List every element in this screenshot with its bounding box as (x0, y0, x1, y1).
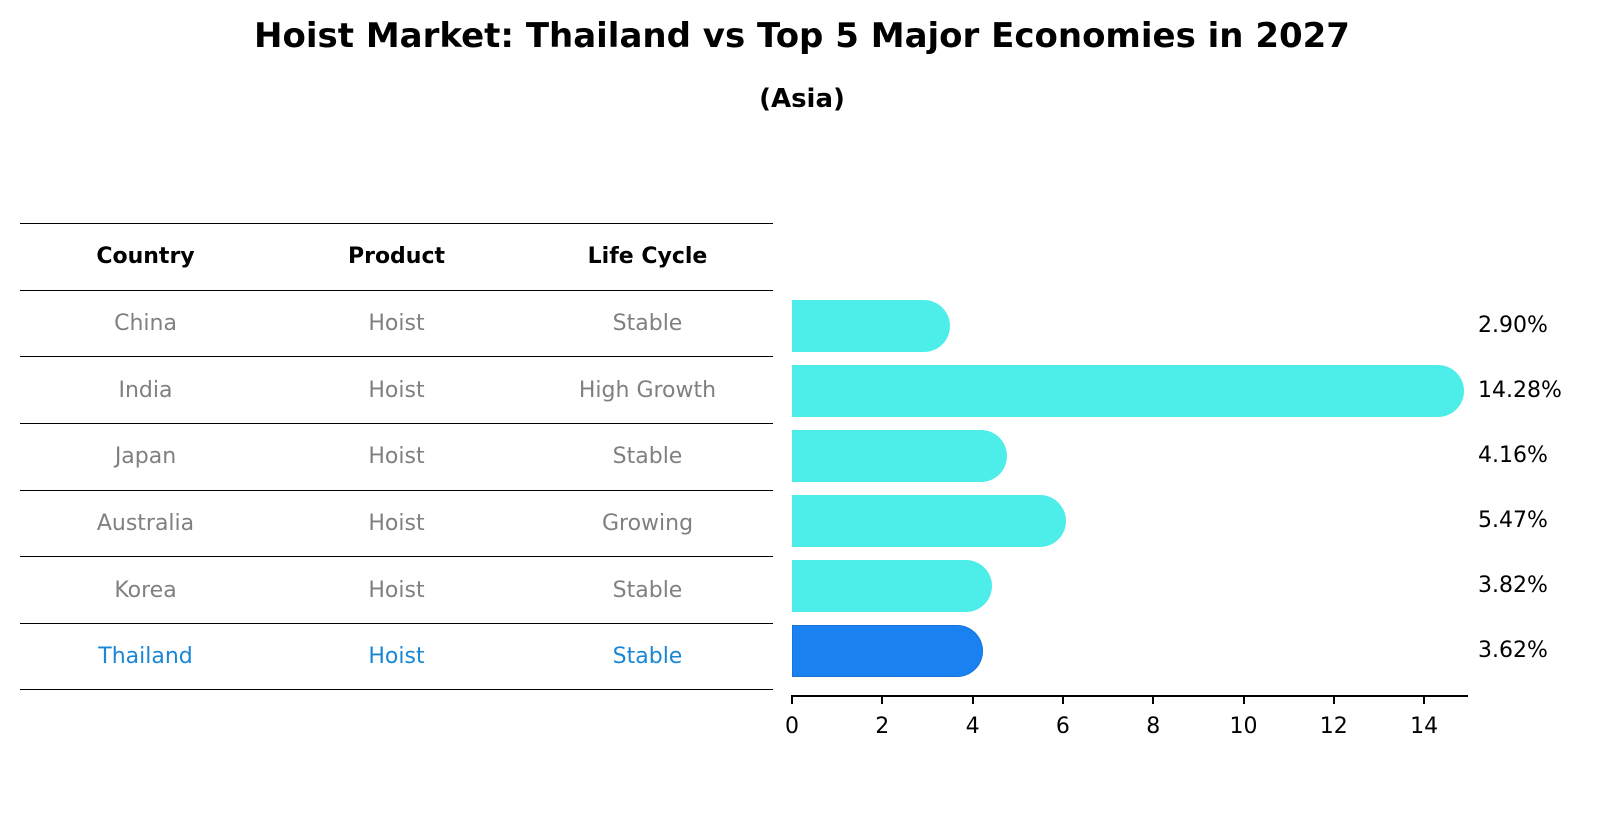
value-label: 5.47% (1478, 508, 1548, 533)
header-product: Product (347, 244, 446, 270)
header-life-cycle: Life Cycle (587, 244, 708, 270)
cell-life-cycle: Stable (612, 643, 683, 669)
x-tick (1152, 696, 1155, 704)
cell-product: Hoist (368, 511, 425, 537)
x-axis-line (791, 695, 1469, 697)
country-table: Country Product Life Cycle China Hoist S… (20, 223, 773, 690)
x-tick (971, 696, 974, 704)
table-row: China Hoist Stable (20, 289, 773, 357)
cell-country: Korea (114, 577, 177, 603)
cell-country: Thailand (98, 643, 193, 669)
x-tick (1061, 696, 1064, 704)
cell-product: Hoist (368, 643, 425, 669)
x-tick (1242, 696, 1245, 704)
value-label: 3.82% (1478, 573, 1548, 598)
cell-country: India (118, 377, 173, 403)
bar-korea (792, 560, 992, 612)
cell-life-cycle: Growing (601, 511, 694, 537)
x-tick (791, 696, 793, 704)
bar-china (792, 300, 951, 352)
x-tick (881, 696, 884, 704)
cell-life-cycle: High Growth (578, 377, 717, 403)
bar-japan (792, 430, 1007, 482)
value-label: 4.16% (1478, 443, 1548, 468)
value-label: 14.28% (1478, 378, 1562, 403)
table-header-row: Country Product Life Cycle (20, 223, 773, 290)
table-row: India Hoist High Growth (20, 356, 773, 423)
x-tick (1332, 696, 1335, 704)
x-tick-label: 4 (965, 714, 980, 739)
x-tick-label: 8 (1146, 714, 1161, 739)
x-tick-label: 0 (785, 714, 799, 739)
cell-product: Hoist (368, 377, 425, 403)
chart-subtitle: (Asia) (759, 84, 845, 114)
table-row-highlighted: Thailand Hoist Stable (20, 623, 773, 690)
cell-product: Hoist (368, 444, 425, 470)
bar-australia (792, 495, 1067, 547)
value-label: 3.62% (1478, 638, 1548, 663)
x-tick-label: 14 (1410, 714, 1439, 739)
cell-product: Hoist (368, 311, 425, 337)
x-tick-label: 12 (1319, 714, 1348, 739)
cell-country: Australia (96, 511, 195, 537)
table-row: Korea Hoist Stable (20, 556, 773, 623)
x-tick-label: 6 (1055, 714, 1070, 739)
x-tick-label: 10 (1229, 714, 1258, 739)
header-country: Country (96, 244, 195, 270)
cell-life-cycle: Stable (612, 577, 683, 603)
bar-thailand (792, 625, 983, 677)
cell-life-cycle: Stable (612, 444, 683, 470)
cell-country: Japan (114, 444, 177, 470)
cell-product: Hoist (368, 577, 425, 603)
bar-india (792, 365, 1464, 417)
table-row: Japan Hoist Stable (20, 423, 773, 490)
x-tick (1423, 696, 1426, 704)
table-row: Australia Hoist Growing (20, 489, 773, 557)
cell-life-cycle: Stable (612, 311, 683, 337)
value-label: 2.90% (1478, 313, 1548, 338)
cell-country: China (114, 311, 177, 337)
x-tick-label: 2 (875, 714, 890, 739)
chart-title: Hoist Market: Thailand vs Top 5 Major Ec… (254, 16, 1350, 56)
